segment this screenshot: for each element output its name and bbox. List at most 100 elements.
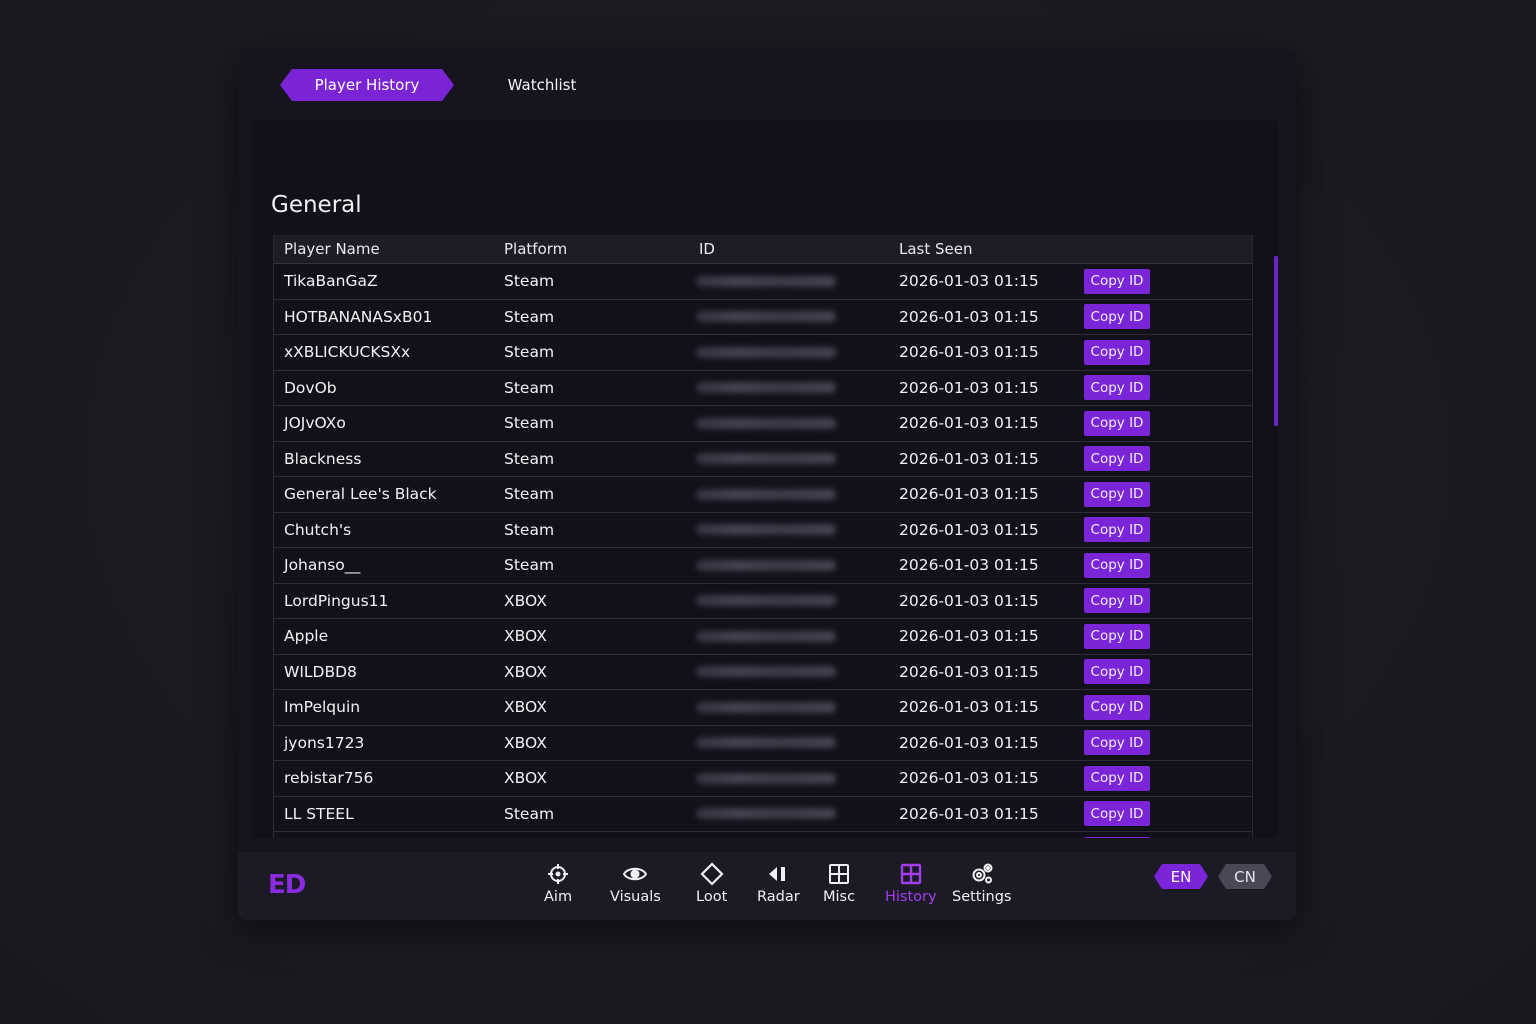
eye-icon: [623, 867, 648, 881]
platform-cell: Steam: [504, 449, 555, 468]
copy-id-button[interactable]: Copy ID: [1084, 623, 1150, 649]
table-header: Player Name Platform ID Last Seen: [274, 235, 1252, 264]
last-seen-cell: 2026-01-03 01:15: [899, 307, 1039, 326]
actions-cell: Copy ID: [1084, 801, 1249, 827]
player-name-cell: LordPingus11: [284, 591, 389, 610]
table-row: LordPingus11 XBOX 2026-01-03 01:15 Copy ID: [274, 584, 1252, 619]
tab-watchlist[interactable]: Watchlist: [507, 76, 577, 94]
copy-id-button[interactable]: Copy ID: [1084, 836, 1150, 838]
nav-settings[interactable]: Settings: [952, 862, 1011, 905]
actions-cell: Copy ID: [1084, 836, 1249, 838]
language-en-button[interactable]: EN: [1154, 864, 1208, 889]
platform-cell: Steam: [504, 307, 555, 326]
copy-id-button[interactable]: Copy ID: [1084, 304, 1150, 330]
nav-label: Misc: [823, 889, 856, 905]
redacted-id: [696, 701, 836, 713]
last-seen-cell: 2026-01-03 01:15: [899, 272, 1039, 291]
copy-id-button[interactable]: Copy ID: [1084, 410, 1150, 436]
actions-cell: Copy ID: [1084, 375, 1249, 401]
copy-id-button[interactable]: Copy ID: [1084, 801, 1150, 827]
id-cell: [696, 453, 899, 465]
last-seen-cell: 2026-01-03 01:15: [899, 804, 1039, 823]
id-cell: [696, 488, 899, 500]
nav-loot[interactable]: Loot: [696, 862, 727, 905]
tab-player-history[interactable]: Player History: [280, 69, 454, 101]
copy-id-button[interactable]: Copy ID: [1084, 375, 1150, 401]
table-row: Blackness Steam 2026-01-03 01:15 Copy ID: [274, 442, 1252, 477]
player-name-cell: General Lee's Black: [284, 485, 437, 504]
platform-cell: XBOX: [504, 698, 547, 717]
copy-id-button[interactable]: Copy ID: [1084, 588, 1150, 614]
actions-cell: Copy ID: [1084, 304, 1249, 330]
copy-id-button[interactable]: Copy ID: [1084, 730, 1150, 756]
redacted-id: [696, 737, 836, 749]
actions-cell: Copy ID: [1084, 552, 1249, 578]
redacted-id: [696, 595, 836, 607]
copy-id-button[interactable]: Copy ID: [1084, 765, 1150, 791]
table-row: WILDBD8 XBOX 2026-01-03 01:15 Copy ID: [274, 655, 1252, 690]
player-name-cell: Apple: [284, 627, 329, 646]
redacted-id: [696, 630, 836, 642]
player-name-cell: WILDBD8: [284, 662, 357, 681]
last-seen-cell: 2026-01-03 01:15: [899, 520, 1039, 539]
actions-cell: Copy ID: [1084, 623, 1249, 649]
id-cell: [696, 701, 899, 713]
id-cell: [696, 808, 899, 820]
last-seen-cell: 2026-01-03 01:15: [899, 698, 1039, 717]
copy-id-button[interactable]: Copy ID: [1084, 446, 1150, 472]
actions-cell: Copy ID: [1084, 588, 1249, 614]
nav-aim[interactable]: Aim: [544, 862, 572, 905]
id-cell: [696, 417, 899, 429]
redacted-id: [696, 382, 836, 394]
copy-id-button[interactable]: Copy ID: [1084, 694, 1150, 720]
player-name-cell: Johanso__: [284, 556, 361, 575]
last-seen-cell: 2026-01-03 01:15: [899, 414, 1039, 433]
redacted-id: [696, 666, 836, 678]
redacted-id: [696, 559, 836, 571]
copy-id-button[interactable]: Copy ID: [1084, 517, 1150, 543]
platform-cell: Steam: [504, 414, 555, 433]
nav-label: Aim: [544, 889, 573, 905]
language-cn-button[interactable]: CN: [1218, 864, 1272, 889]
copy-id-button[interactable]: Copy ID: [1084, 659, 1150, 685]
last-seen-cell: 2026-01-03 01:15: [899, 485, 1039, 504]
crosshair-icon: [548, 864, 569, 884]
actions-cell: Copy ID: [1084, 410, 1249, 436]
redacted-id: [696, 488, 836, 500]
tab-bar: Player History Watchlist: [238, 50, 1296, 118]
actions-cell: Copy ID: [1084, 446, 1249, 472]
platform-cell: Steam: [504, 343, 555, 362]
redacted-id: [696, 275, 836, 287]
redacted-id: [696, 346, 836, 358]
app-window: Player History Watchlist General Player …: [238, 50, 1296, 920]
actions-cell: Copy ID: [1084, 694, 1249, 720]
last-seen-cell: 2026-01-03 01:15: [899, 627, 1039, 646]
grid-icon: [829, 864, 850, 884]
player-name-cell: HOTBANANASxB01: [284, 307, 433, 326]
nav-history[interactable]: History: [885, 862, 937, 905]
copy-id-button[interactable]: Copy ID: [1084, 268, 1150, 294]
player-name-cell: ImPelquin: [284, 698, 361, 717]
last-seen-cell: 2026-01-03 01:15: [899, 378, 1039, 397]
id-cell: [696, 666, 899, 678]
redacted-id: [696, 417, 836, 429]
copy-id-button[interactable]: Copy ID: [1084, 339, 1150, 365]
copy-id-button[interactable]: Copy ID: [1084, 481, 1150, 507]
content-panel: General Player Name Platform ID Last See…: [252, 120, 1278, 838]
last-seen-cell: 2026-01-03 01:15: [899, 449, 1039, 468]
nav-visuals[interactable]: Visuals: [610, 862, 661, 905]
nav-radar[interactable]: Radar: [757, 862, 800, 905]
actions-cell: Copy ID: [1084, 517, 1249, 543]
last-seen-cell: 2026-01-03 01:15: [899, 591, 1039, 610]
table-row: jyons1723 XBOX 2026-01-03 01:15 Copy ID: [274, 726, 1252, 761]
diamond-icon: [700, 862, 724, 886]
table-row: HOTBANANASxB01 Steam 2026-01-03 01:15 Copy …: [274, 300, 1252, 335]
player-name-cell: rebistar756: [284, 769, 374, 788]
scrollbar-thumb[interactable]: [1274, 256, 1278, 426]
nav-misc[interactable]: Misc: [823, 862, 855, 905]
redacted-id: [696, 808, 836, 820]
id-cell: [696, 737, 899, 749]
platform-cell: XBOX: [504, 769, 547, 788]
copy-id-button[interactable]: Copy ID: [1084, 552, 1150, 578]
last-seen-cell: 2026-01-03 01:15: [899, 343, 1039, 362]
